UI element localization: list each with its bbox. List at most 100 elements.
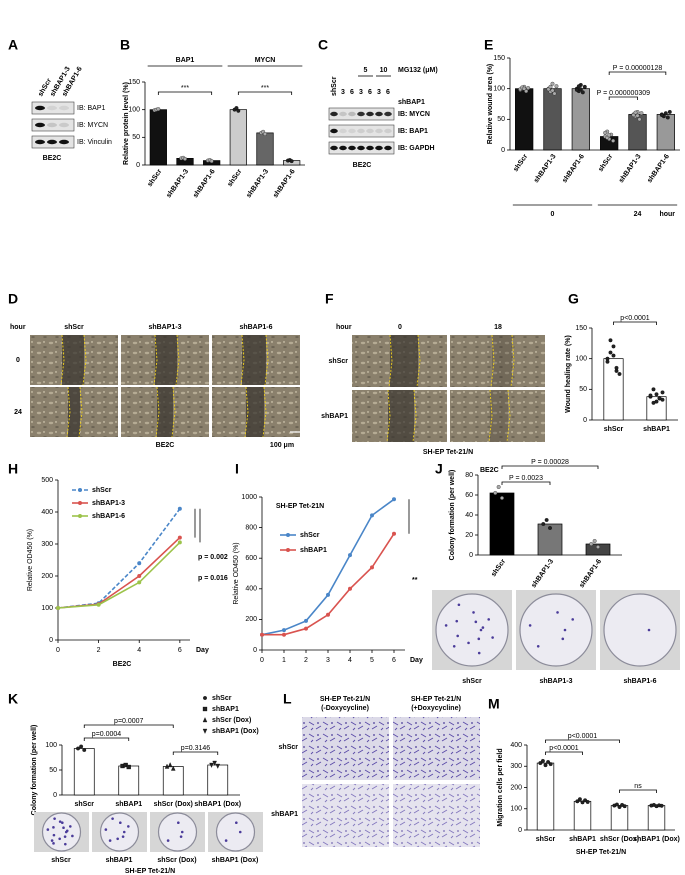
x-tick-label: 2 [97, 647, 101, 654]
panel-label: D [8, 291, 18, 307]
panel-label: L [283, 691, 292, 707]
data-point [137, 580, 142, 585]
colony [58, 837, 61, 841]
wound-edge [171, 386, 176, 438]
blot-strip [31, 101, 75, 115]
x-tick-label: shBAP1 [643, 426, 670, 433]
wound-edge [488, 389, 493, 443]
y-tick-label: 100 [45, 742, 57, 749]
data-point [611, 344, 616, 349]
annotation: p<0.0001 [568, 733, 597, 740]
wound-edge [416, 334, 421, 388]
blot-band [35, 139, 45, 145]
x-tick-label: shScr (Dox) [154, 801, 193, 808]
data-point [608, 350, 613, 355]
colony [479, 628, 483, 632]
data-point [348, 586, 352, 591]
blot-band [348, 128, 356, 134]
data-point [550, 81, 555, 86]
y-tick-label: 50 [49, 767, 57, 774]
dish [215, 812, 256, 852]
blot-band [375, 111, 383, 117]
data-point [126, 764, 131, 770]
data-point [370, 565, 374, 570]
colony [119, 821, 122, 825]
lane-label: 3 [359, 89, 363, 96]
wound-edge [490, 334, 495, 388]
blot-band [330, 145, 338, 151]
group-label: MYCN [255, 57, 276, 64]
column-label: SH-EP Tet-21/N [411, 696, 461, 703]
colony [452, 644, 456, 648]
colony [52, 842, 55, 845]
x-tick-label: shScr (Dox) [600, 836, 639, 843]
colony [477, 637, 481, 641]
data-point [580, 800, 585, 805]
panel-label: E [484, 37, 493, 53]
y-tick-label: 100 [575, 356, 587, 363]
panel-label: K [8, 691, 18, 707]
blot-band [339, 145, 347, 151]
data-point [304, 626, 308, 631]
colony [52, 826, 55, 829]
significance-bracket [83, 724, 174, 728]
y-tick-label: 150 [493, 55, 505, 62]
y-tick-label: 800 [245, 524, 257, 531]
y-tick-label: 300 [41, 541, 53, 548]
x-tick-label: 0 [260, 657, 264, 664]
y-tick-label: 50 [132, 134, 140, 141]
data-point [577, 797, 582, 802]
wound-edge [244, 386, 249, 438]
x-tick-label: shScr [75, 801, 95, 808]
colony [104, 828, 108, 831]
bar [543, 88, 562, 151]
data-point [177, 535, 182, 540]
data-point [660, 390, 665, 395]
blot-band [348, 111, 356, 117]
colony [556, 611, 559, 614]
chart-text: BE2C [113, 661, 132, 668]
significance-bracket [83, 737, 130, 741]
data-point [171, 765, 176, 771]
colony [444, 624, 448, 627]
data-point [592, 539, 597, 543]
y-tick-label: 100 [510, 806, 522, 813]
legend-label: shScr (Dox) [212, 717, 251, 724]
data-point [348, 553, 352, 558]
data-point [289, 159, 294, 164]
colony [53, 817, 56, 820]
y-tick-label: 200 [510, 784, 522, 791]
legend-label: shBAP1 (Dox) [212, 728, 259, 735]
row-label: IB: MYCN [77, 122, 108, 129]
legend-label: shScr [212, 695, 232, 702]
legend-label: shScr [300, 532, 320, 539]
legend-marker [286, 533, 290, 537]
row-label: IB: BAP1 [398, 128, 428, 135]
blot-band [59, 105, 69, 111]
annotation: p=0.0004 [92, 731, 121, 738]
dish [41, 812, 82, 852]
y-tick-label: 100 [41, 605, 53, 612]
x-tick-label: shScr [597, 153, 614, 173]
row-label: shBAP1 [321, 413, 348, 420]
blot-strip [31, 118, 75, 132]
x-tick-label: shBAP1-3 [245, 168, 270, 199]
y-tick-label: 600 [245, 555, 257, 562]
blot-band [366, 128, 374, 134]
data-point [183, 156, 187, 161]
y-tick-label: 100 [493, 86, 505, 93]
data-point [493, 491, 498, 495]
x-tick-label: shBAP1 (Dox) [194, 801, 241, 808]
data-point [209, 159, 214, 164]
wound-edge [66, 386, 71, 438]
wound-edge [60, 334, 65, 386]
x-tick-label: shBAP1-6 [561, 153, 586, 184]
row-label: IB: Vinculin [77, 139, 112, 146]
y-tick-label: 200 [245, 616, 257, 623]
colony [63, 835, 67, 838]
annotation: p=0.0007 [114, 718, 143, 725]
colony [58, 820, 62, 823]
annotation: *** [261, 85, 269, 92]
data-point [541, 522, 546, 526]
